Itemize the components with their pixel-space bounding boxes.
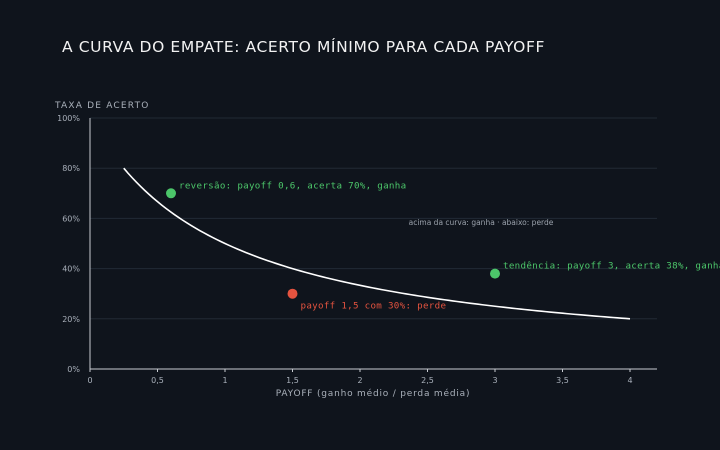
gridlines: [90, 117, 657, 320]
curve-annotation: acima da curva: ganha · abaixo: perde: [409, 218, 554, 227]
y-tick-label: 80%: [62, 164, 80, 173]
data-point-label: payoff 1,5 com 30%: perde: [301, 301, 447, 312]
x-tick-label: 4: [627, 376, 632, 385]
y-tick-label: 0%: [67, 365, 80, 374]
x-tick-label: 0: [87, 376, 92, 385]
data-points: reversão: payoff 0,6, acerta 70%, ganha p…: [166, 180, 720, 312]
x-tick-label: 2,5: [421, 376, 434, 385]
y-axis-label: TAXA DE ACERTO: [54, 101, 150, 111]
x-tick-label: 3: [492, 376, 497, 385]
y-tick-label: 20%: [62, 315, 80, 324]
x-tick-label: 3,5: [556, 376, 569, 385]
x-axis-label: PAYOFF (ganho médio / perda média): [276, 388, 471, 399]
x-tick-label: 0,5: [151, 376, 164, 385]
data-point: [287, 288, 298, 299]
y-tick-label: 60%: [62, 214, 80, 223]
data-point: [490, 268, 500, 279]
y-tick-label: 40%: [62, 265, 80, 274]
chart-title: A CURVA DO EMPATE: ACERTO MÍNIMO PARA CA…: [62, 38, 546, 56]
tick-labels: 0% 20% 40% 60% 80% 100% 0 0,5 1 1,5 2 2,5 3 3,5 4: [57, 114, 632, 385]
x-tick-label: 1: [222, 376, 227, 385]
y-tick-label: 100%: [57, 114, 80, 123]
data-point: [166, 188, 176, 199]
breakeven-curve: [123, 167, 631, 320]
x-tick-label: 2: [357, 376, 362, 385]
data-point-label: reversão: payoff 0,6, acerta 70%, ganha: [179, 180, 406, 191]
data-point-label: tendência: payoff 3, acerta 38%, ganha: [503, 261, 720, 272]
x-tick-label: 1,5: [286, 376, 299, 385]
